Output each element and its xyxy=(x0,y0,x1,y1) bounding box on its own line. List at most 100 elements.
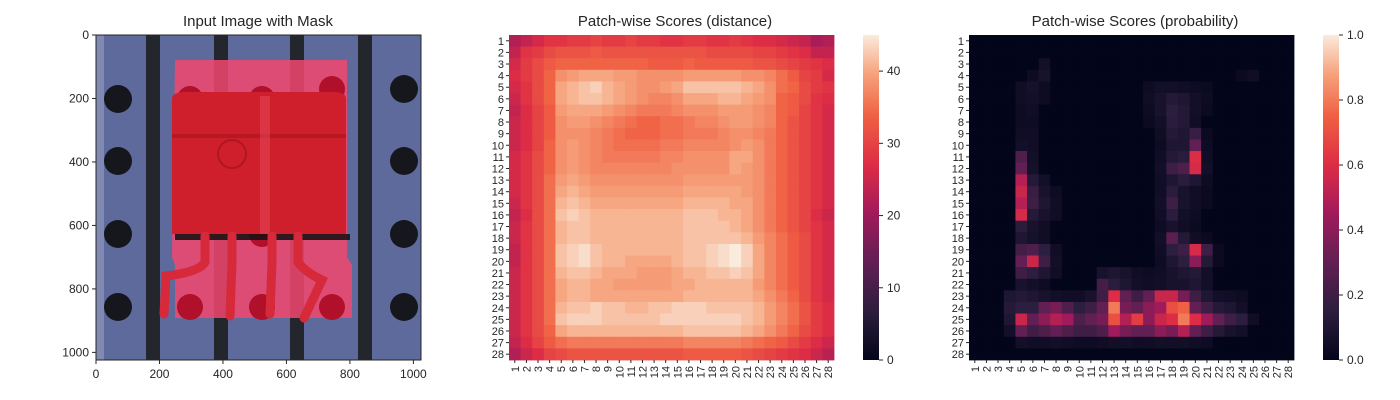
heatmap-cell xyxy=(1259,197,1272,210)
heatmap-cell xyxy=(799,185,812,198)
heatmap-cell xyxy=(567,220,580,233)
heatmap-cell xyxy=(764,185,777,198)
input-image-panel: Input Image with Mask xyxy=(62,13,427,381)
heatmap-cell xyxy=(1085,267,1098,280)
heatmap-cell xyxy=(1166,197,1179,210)
heatmap-cell xyxy=(1259,348,1272,361)
heatmap-cell xyxy=(1027,290,1040,303)
heatmap-cell xyxy=(1201,290,1214,303)
heatmap-cell xyxy=(1259,104,1272,117)
heatmap-cell xyxy=(1247,325,1260,338)
heatmap-cell xyxy=(1131,348,1144,361)
heatmap-cell xyxy=(543,185,556,198)
heatmap-cell xyxy=(543,267,556,280)
heatmap-cell xyxy=(1143,93,1156,106)
heatmap-cell xyxy=(1259,301,1272,314)
heatmap-cell xyxy=(1050,185,1063,198)
distance-heatmap-panel: Patch-wise Scores (distance) 1 2 3 4 5 6 7 8 9 10… xyxy=(492,13,901,378)
y-tick-label: 8 xyxy=(958,117,964,129)
heatmap-cell xyxy=(980,267,993,280)
heatmap-cell xyxy=(601,174,614,187)
heatmap-cell xyxy=(613,69,626,82)
heatmap-cell xyxy=(787,116,800,129)
heatmap-cell xyxy=(1212,162,1225,175)
heatmap-cell xyxy=(1282,197,1295,210)
heatmap-cell xyxy=(1177,58,1190,71)
heatmap-cell xyxy=(532,81,545,94)
heatmap-cell xyxy=(729,116,742,129)
heatmap-cell xyxy=(729,81,742,94)
heatmap-cell xyxy=(601,243,614,256)
heatmap-cell xyxy=(1259,313,1272,326)
heatmap-cell xyxy=(532,35,545,48)
heatmap-cell xyxy=(1201,313,1214,326)
heatmap-cell xyxy=(1119,313,1132,326)
y-tick-label: 7 xyxy=(958,105,964,117)
heatmap-cell xyxy=(799,104,812,117)
heatmap-cell xyxy=(1050,336,1063,349)
heatmap-cell xyxy=(1061,348,1074,361)
heatmap-cell xyxy=(1027,35,1040,48)
heatmap-cell xyxy=(822,93,835,106)
heatmap-cell xyxy=(1235,81,1248,94)
heatmap-cell xyxy=(1189,290,1202,303)
heatmap-cell xyxy=(532,58,545,71)
heatmap-cell xyxy=(752,336,765,349)
heatmap-cell xyxy=(555,197,568,210)
heatmap-cell xyxy=(1212,104,1225,117)
heatmap-cell xyxy=(752,209,765,222)
heatmap-cell xyxy=(1003,209,1016,222)
heatmap-cell xyxy=(1038,58,1051,71)
heatmap-cell xyxy=(648,81,661,94)
heatmap-cell xyxy=(1015,348,1028,361)
heatmap-cell xyxy=(683,325,696,338)
x-tick-label: 28 xyxy=(823,366,835,378)
mask-shadow-line xyxy=(175,234,350,240)
heatmap-cell xyxy=(625,232,638,245)
heatmap-cell xyxy=(567,313,580,326)
heatmap-cell xyxy=(1154,185,1167,198)
heatmap-cell xyxy=(567,336,580,349)
heatmap-cell xyxy=(683,139,696,152)
heatmap-cell xyxy=(764,162,777,175)
heatmap-cell xyxy=(799,81,812,94)
heatmap-cell xyxy=(980,336,993,349)
heatmap-cell xyxy=(1131,197,1144,210)
heatmap-cell xyxy=(659,278,672,291)
heatmap-cell xyxy=(648,174,661,187)
heatmap-cell xyxy=(1108,255,1121,268)
heatmap-cell xyxy=(729,348,742,361)
heatmap-cell xyxy=(1119,58,1132,71)
heatmap-cell xyxy=(683,58,696,71)
heatmap-cell xyxy=(543,336,556,349)
colorbar-tick-label: 0.8 xyxy=(1347,93,1364,107)
heatmap-cell xyxy=(555,336,568,349)
heatmap-cell xyxy=(729,162,742,175)
heatmap-cell xyxy=(1224,185,1237,198)
heatmap-cell xyxy=(1015,290,1028,303)
heatmap-cell xyxy=(1189,185,1202,198)
heatmap-cell xyxy=(741,116,754,129)
heatmap-cell xyxy=(578,46,591,59)
heatmap-cell xyxy=(1003,301,1016,314)
heatmap-cell xyxy=(1143,116,1156,129)
heatmap-cell xyxy=(992,151,1005,164)
heatmap-cell xyxy=(613,325,626,338)
heatmap-cell xyxy=(706,278,719,291)
heatmap-cell xyxy=(1201,348,1214,361)
y-tick-label: 18 xyxy=(952,233,964,245)
heatmap-cell xyxy=(1282,69,1295,82)
heatmap-cell xyxy=(555,162,568,175)
heatmap-cell xyxy=(1073,81,1086,94)
heatmap-cell xyxy=(636,104,649,117)
heatmap-cell xyxy=(1050,348,1063,361)
heatmap-cell xyxy=(1224,255,1237,268)
heatmap-cell xyxy=(969,162,982,175)
heatmap-cell xyxy=(1061,58,1074,71)
heatmap-cell xyxy=(810,255,823,268)
heatmap-cell xyxy=(752,197,765,210)
heatmap-cell xyxy=(1119,104,1132,117)
heatmap-cell xyxy=(1212,278,1225,291)
heatmap-cell xyxy=(683,174,696,187)
heatmap-cell xyxy=(1085,348,1098,361)
